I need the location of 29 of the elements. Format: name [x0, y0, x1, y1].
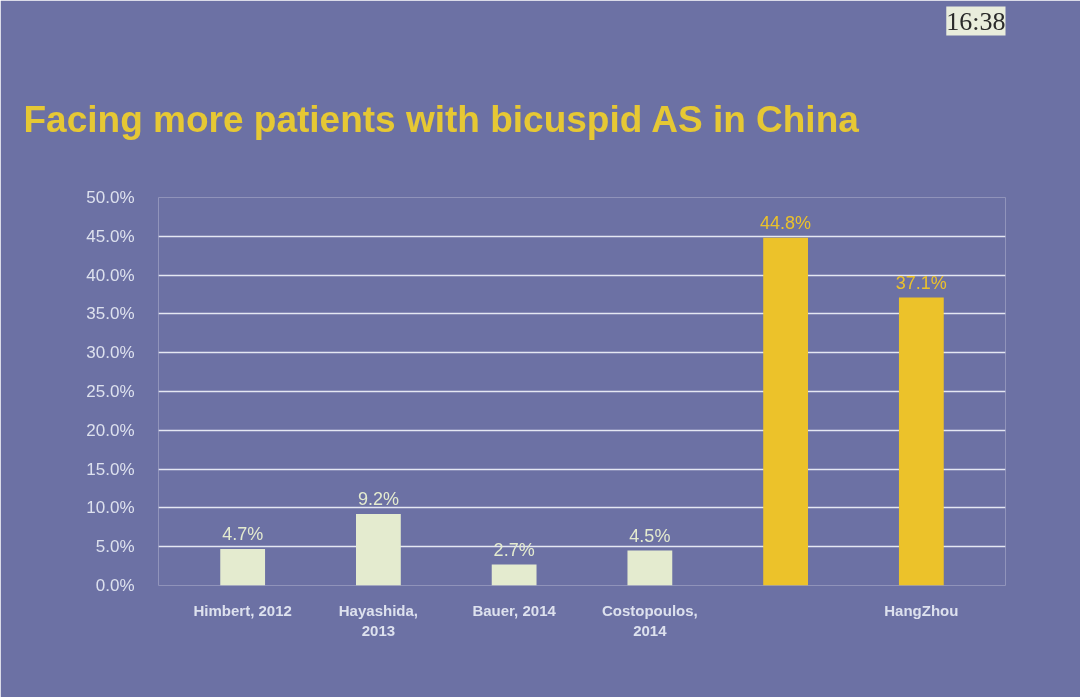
y-tick-label: 5.0%	[95, 537, 135, 557]
bar	[898, 297, 944, 586]
x-tick-label: Hayashida, 2013	[338, 601, 419, 639]
y-tick-label: 0.0%	[95, 576, 135, 595]
data-label: 37.1%	[895, 272, 947, 293]
x-tick-label: Bauer, 2014	[472, 601, 557, 619]
x-tick-label: HangZhou	[884, 601, 959, 619]
y-tick-label: 40.0%	[86, 265, 135, 285]
y-tick-label: 10.0%	[86, 498, 135, 518]
y-tick-label: 15.0%	[86, 459, 135, 479]
data-label: 4.5%	[629, 525, 671, 546]
data-label: 9.2%	[357, 489, 399, 510]
bar	[763, 237, 808, 586]
bar	[356, 514, 401, 586]
x-tick-label: Himbert, 2012	[193, 601, 292, 619]
y-tick-label: 50.0%	[86, 188, 135, 207]
data-label: 44.8%	[760, 212, 812, 233]
y-tick-label: 25.0%	[86, 382, 135, 401]
data-label: 4.7%	[222, 524, 264, 545]
y-tick-label: 35.0%	[86, 304, 135, 324]
y-tick-label: 30.0%	[86, 343, 135, 363]
bar	[220, 549, 266, 586]
y-tick-label: 45.0%	[86, 226, 135, 246]
x-tick-label: Costopoulos, 2014	[601, 601, 698, 639]
y-tick-label: 20.0%	[86, 420, 135, 440]
bar	[491, 564, 537, 586]
chart-title: Facing more patients with bicuspid AS in China	[23, 99, 860, 140]
bar	[627, 550, 673, 586]
text: 16:38	[946, 6, 1006, 36]
